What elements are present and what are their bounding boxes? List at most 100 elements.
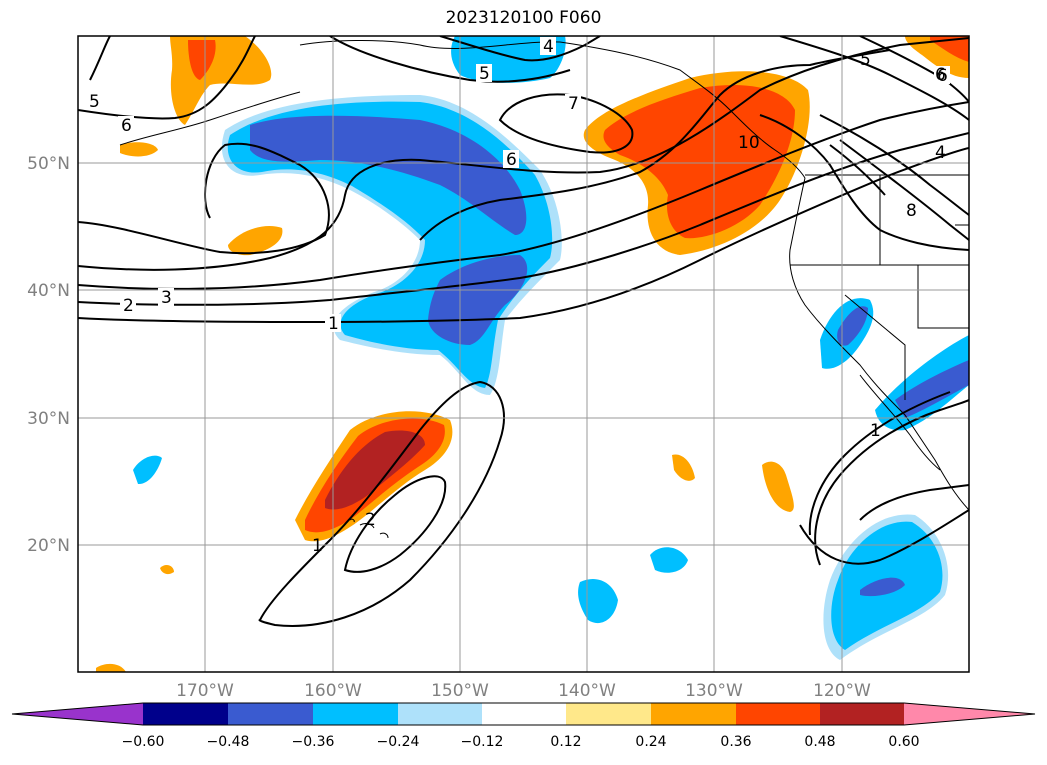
lat-label-40n: 40°N [27, 281, 70, 301]
contour-18 [814, 399, 969, 566]
colorbar-bin [820, 703, 904, 725]
warm-anomaly-northwest-core [188, 40, 216, 80]
contour-2 [78, 132, 969, 306]
warm-anomaly-small-5 [96, 663, 126, 672]
blue-anomaly-california-core [837, 306, 868, 346]
lon-label-160w: 160°W [304, 681, 362, 701]
contour-label: 5 [89, 92, 100, 112]
lon-label-170w: 170°W [176, 681, 234, 701]
blue-anomaly-small-3 [133, 455, 162, 485]
colorbar-bin [482, 703, 566, 725]
coastline-hawaii [349, 518, 389, 539]
warm-anomaly-northeast-mid [603, 84, 795, 239]
contour-11 [419, 49, 891, 241]
contour-17 [343, 475, 447, 573]
contour-3 [78, 101, 969, 290]
border-state-3 [917, 265, 969, 329]
lon-label-130w: 130°W [685, 681, 743, 701]
contour-labels: 4 5 6 7 6 5 6 2 3 1 1 2 1 10 6 5 4 8 [86, 37, 950, 556]
latitude-labels: 50°N 40°N 30°N 20°N [27, 154, 70, 556]
colorbar-tick-label: −0.36 [292, 734, 335, 750]
colorbar-bin [313, 703, 398, 725]
warm-anomaly-small-3 [228, 225, 283, 256]
lat-label-30n: 30°N [27, 409, 70, 429]
contour-label: 6 [506, 150, 517, 170]
colorbar-bin [651, 703, 736, 725]
blue-anomaly-baja-core [895, 360, 969, 418]
blue-anomaly-baja [875, 335, 969, 431]
coastlines [119, 40, 969, 539]
colorbar-bin [143, 703, 228, 725]
colorbar-tick-label: 0.12 [550, 734, 581, 750]
graticule [78, 36, 969, 672]
contour-16 [258, 380, 505, 627]
contour-label: 10 [738, 133, 760, 153]
contour-5 [78, 142, 330, 255]
lat-label-20n: 20°N [27, 536, 70, 556]
contour-8 [439, 36, 601, 62]
colorbar: −0.60 −0.48 −0.36 −0.24 −0.12 0.12 0.24 … [11, 702, 1036, 750]
contour-label: 8 [906, 201, 917, 221]
map-frame [77, 35, 970, 673]
contour-21 [799, 509, 969, 565]
colorbar-tick-label: −0.24 [377, 734, 420, 750]
contour-12 [779, 36, 969, 121]
longitude-labels: 170°W 160°W 150°W 140°W 130°W 120°W [176, 681, 871, 701]
contour-23 [759, 114, 969, 251]
colorbar-bin [228, 703, 313, 725]
coastline-alaska [299, 40, 806, 179]
contour-label: 1 [312, 536, 323, 556]
warm-anomaly-small-2 [672, 454, 695, 481]
colorbar-tick-label: 0.24 [635, 734, 666, 750]
contour-label: 6 [937, 66, 948, 86]
colorbar-outline [11, 702, 1036, 726]
contour-label: 1 [328, 314, 339, 334]
contour-label: 5 [479, 64, 490, 84]
contour-label: 2 [365, 510, 376, 530]
warm-anomaly-subtropical-core [325, 430, 425, 510]
warm-anomaly-northeast-corner-core [930, 36, 969, 62]
contour-9 [329, 36, 571, 83]
contour-22 [829, 144, 886, 196]
lon-label-140w: 140°W [558, 681, 616, 701]
contour-19 [808, 391, 951, 536]
contour-20 [859, 484, 969, 521]
warm-anomaly-small-1 [762, 461, 794, 512]
contour-label: 6 [935, 65, 946, 85]
contour-label: 6 [121, 116, 132, 136]
contour-14 [819, 114, 969, 216]
contour-label: 1 [870, 421, 881, 441]
warm-anomaly-small-6 [160, 565, 174, 575]
warm-anomaly-small-4 [120, 142, 158, 157]
contour-10 [498, 93, 634, 154]
colorbar-tick-label: −0.60 [122, 734, 165, 750]
colorbar-bin [736, 703, 820, 725]
contour-15 [839, 139, 969, 241]
coastline-baja [859, 374, 941, 471]
colorbar-tick-label: −0.48 [207, 734, 250, 750]
lon-label-120w: 120°W [813, 681, 871, 701]
colorbar-bin [398, 703, 482, 725]
contour-label: 7 [568, 94, 579, 114]
coastline-west-coast [789, 177, 969, 511]
contour-label: 4 [935, 143, 946, 163]
contour-6 [89, 36, 111, 81]
colorbar-tick-label: 0.48 [804, 734, 835, 750]
contour-label: 2 [123, 296, 134, 316]
blue-anomaly-core-south [428, 255, 528, 345]
blue-anomaly-small-1 [578, 579, 618, 624]
blue-anomaly-southeast-core [860, 577, 905, 597]
colorbar-extend-high [904, 703, 1035, 725]
contour-label: 3 [161, 288, 172, 308]
contour-label: 5 [860, 50, 871, 70]
lon-label-150w: 150°W [431, 681, 489, 701]
colorbar-ticks: −0.60 −0.48 −0.36 −0.24 −0.12 0.12 0.24 … [122, 734, 920, 750]
border-state-4 [844, 294, 906, 400]
colorbar-bin [566, 703, 651, 725]
map-panel: 4 5 6 7 6 5 6 2 3 1 1 2 1 10 6 5 4 8 [78, 36, 969, 672]
coastline-aleutians [119, 91, 301, 146]
lat-label-50n: 50°N [27, 154, 70, 174]
contour-label: 4 [543, 37, 554, 57]
colorbar-tick-label: 0.60 [888, 734, 919, 750]
